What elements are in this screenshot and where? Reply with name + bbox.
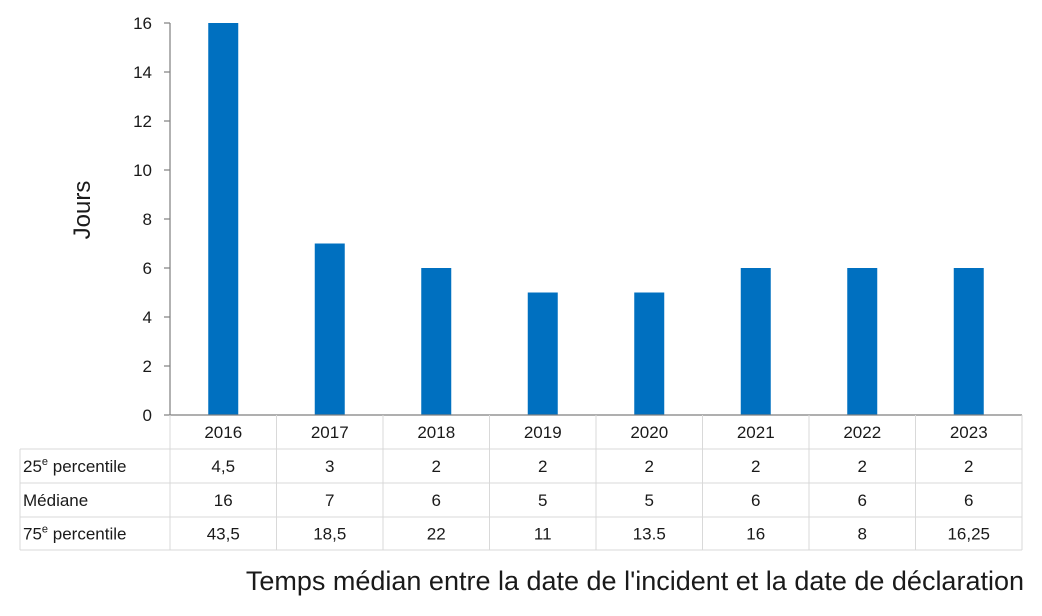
bar <box>527 292 558 415</box>
x-axis-title: Temps médian entre la date de l'incident… <box>245 566 1024 596</box>
table-row-header: 75e percentile <box>23 524 126 544</box>
table-cell: 5 <box>538 491 547 510</box>
y-tick-label: 0 <box>143 406 152 425</box>
table-cell: 6 <box>964 491 973 510</box>
table-cell: 4,5 <box>211 457 235 476</box>
bar <box>847 268 878 415</box>
x-category-label: 2021 <box>737 423 775 442</box>
table-cell: 16 <box>214 491 233 510</box>
y-tick-label: 16 <box>133 14 152 33</box>
bar <box>953 268 984 415</box>
bar <box>314 243 345 415</box>
table-row-header: Médiane <box>23 491 88 510</box>
y-tick-label: 2 <box>143 357 152 376</box>
bar <box>740 268 771 415</box>
y-tick-label: 4 <box>143 308 152 327</box>
table-row-header: 25e percentile <box>23 456 126 476</box>
table-cell: 2 <box>858 457 867 476</box>
y-tick-label: 6 <box>143 259 152 278</box>
table-cell: 2 <box>432 457 441 476</box>
table-cell: 6 <box>858 491 867 510</box>
table-cell: 6 <box>432 491 441 510</box>
bar <box>634 292 665 415</box>
table-cell: 2 <box>964 457 973 476</box>
table-cell: 2 <box>538 457 547 476</box>
x-category-label: 2017 <box>311 423 349 442</box>
bar <box>208 23 239 415</box>
y-axis-title: Jours <box>69 181 96 240</box>
x-category-label: 2016 <box>204 423 242 442</box>
x-category-label: 2020 <box>630 423 668 442</box>
table-cell: 2 <box>645 457 654 476</box>
table-cell: 8 <box>858 525 867 544</box>
table-cell: 11 <box>534 525 552 544</box>
x-category-label: 2018 <box>417 423 455 442</box>
y-tick-label: 12 <box>133 112 152 131</box>
table-cell: 6 <box>751 491 760 510</box>
y-tick-label: 10 <box>133 161 152 180</box>
table-cell: 16,25 <box>947 525 990 544</box>
bar <box>421 268 452 415</box>
x-category-label: 2022 <box>843 423 881 442</box>
table-cell: 18,5 <box>313 525 346 544</box>
table-cell: 3 <box>325 457 334 476</box>
table-cell: 7 <box>325 491 334 510</box>
x-category-label: 2023 <box>950 423 988 442</box>
y-tick-label: 8 <box>143 210 152 229</box>
x-category-label: 2019 <box>524 423 562 442</box>
table-cell: 43,5 <box>207 525 240 544</box>
y-tick-label: 14 <box>133 63 152 82</box>
table-cell: 13.5 <box>633 525 666 544</box>
table-cell: 5 <box>645 491 654 510</box>
table-cell: 2 <box>751 457 760 476</box>
table-cell: 22 <box>427 525 446 544</box>
table-cell: 16 <box>746 525 765 544</box>
